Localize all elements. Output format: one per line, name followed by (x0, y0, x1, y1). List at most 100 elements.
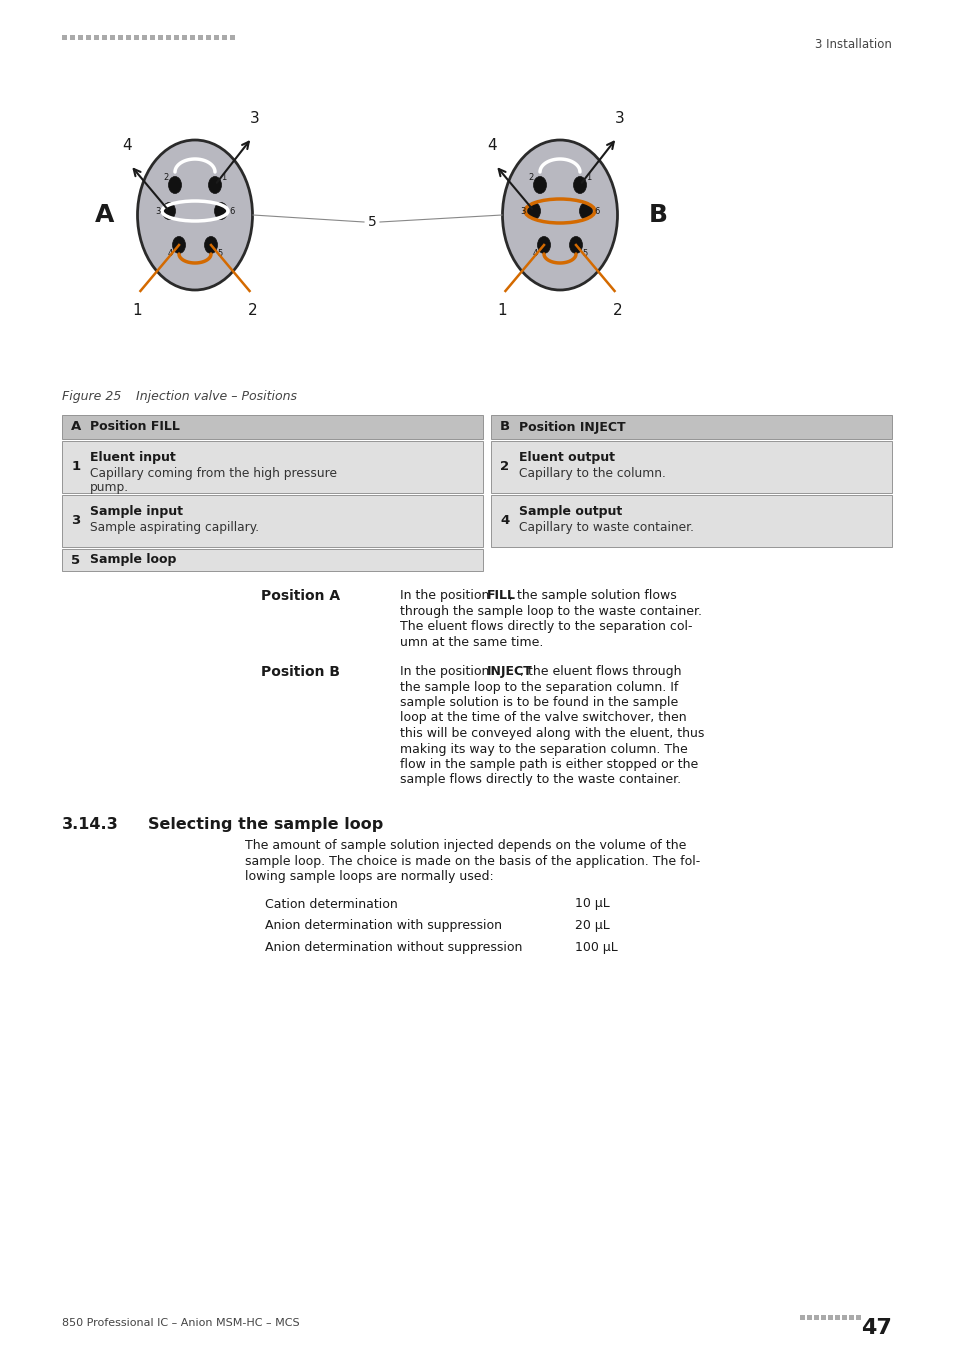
Text: 3 Installation: 3 Installation (814, 38, 891, 51)
Bar (182, 35, 187, 40)
Text: pump.: pump. (90, 481, 129, 494)
Text: 1: 1 (586, 174, 591, 182)
Text: 2: 2 (248, 302, 257, 319)
Text: The amount of sample solution injected depends on the volume of the: The amount of sample solution injected d… (245, 838, 685, 852)
Text: Figure 25: Figure 25 (62, 390, 121, 404)
Text: 5: 5 (367, 215, 376, 230)
Ellipse shape (578, 202, 592, 220)
Bar (133, 35, 139, 40)
Bar (62, 441, 482, 493)
Text: 4: 4 (500, 514, 509, 528)
Bar (110, 35, 115, 40)
Text: 3: 3 (250, 111, 259, 126)
Text: 6: 6 (594, 207, 599, 216)
Bar (198, 35, 203, 40)
Text: lowing sample loops are normally used:: lowing sample loops are normally used: (245, 869, 494, 883)
Text: , the eluent flows through: , the eluent flows through (519, 666, 680, 678)
Bar (813, 1315, 818, 1320)
Ellipse shape (537, 236, 550, 254)
Text: 2: 2 (163, 174, 169, 182)
Text: Injection valve – Positions: Injection valve – Positions (120, 390, 296, 404)
Text: In the position: In the position (399, 666, 493, 678)
Bar (150, 35, 154, 40)
Text: 4: 4 (167, 248, 172, 258)
Ellipse shape (214, 202, 227, 220)
Text: 1: 1 (221, 174, 227, 182)
Text: 1: 1 (132, 302, 142, 319)
Text: Capillary to waste container.: Capillary to waste container. (518, 521, 693, 535)
Ellipse shape (569, 236, 582, 254)
Bar (222, 35, 227, 40)
Text: Eluent input: Eluent input (90, 451, 175, 464)
Bar (841, 1315, 846, 1320)
Bar (62, 35, 67, 40)
Text: 10 μL: 10 μL (575, 898, 609, 910)
Text: Capillary to the column.: Capillary to the column. (518, 467, 665, 481)
Bar (166, 35, 171, 40)
Ellipse shape (527, 202, 540, 220)
Text: Sample output: Sample output (518, 505, 621, 518)
Text: A: A (71, 420, 81, 433)
Bar (821, 1315, 825, 1320)
Text: loop at the time of the valve switchover, then: loop at the time of the valve switchover… (399, 711, 686, 725)
Bar (190, 35, 194, 40)
Bar (142, 35, 147, 40)
Ellipse shape (502, 140, 617, 290)
Bar (491, 414, 891, 439)
Bar (848, 1315, 853, 1320)
Text: Capillary coming from the high pressure: Capillary coming from the high pressure (90, 467, 336, 481)
Text: A: A (95, 202, 114, 227)
Text: 3: 3 (519, 207, 525, 216)
Bar (834, 1315, 840, 1320)
Text: 3: 3 (615, 111, 624, 126)
Bar (102, 35, 107, 40)
Text: Position A: Position A (260, 589, 339, 603)
Text: Sample loop: Sample loop (90, 554, 176, 567)
Text: Position FILL: Position FILL (90, 420, 180, 433)
Bar (491, 441, 891, 493)
Text: flow in the sample path is either stopped or the: flow in the sample path is either stoppe… (399, 757, 698, 771)
Bar (62, 495, 482, 547)
Text: Sample input: Sample input (90, 505, 183, 518)
Text: 5: 5 (71, 554, 80, 567)
Text: In the position: In the position (399, 589, 493, 602)
Text: sample loop. The choice is made on the basis of the application. The fol-: sample loop. The choice is made on the b… (245, 855, 700, 868)
Bar (491, 495, 891, 547)
Text: 3: 3 (71, 514, 81, 528)
Text: Anion determination with suppression: Anion determination with suppression (265, 919, 501, 933)
Text: 5: 5 (217, 248, 222, 258)
Text: 3: 3 (155, 207, 160, 216)
Text: sample flows directly to the waste container.: sample flows directly to the waste conta… (399, 774, 680, 787)
Text: 5: 5 (581, 248, 587, 258)
Text: 4: 4 (532, 248, 537, 258)
Bar (158, 35, 163, 40)
Ellipse shape (172, 236, 185, 254)
Bar (806, 1315, 811, 1320)
Text: 1: 1 (71, 460, 80, 474)
Text: 2: 2 (612, 302, 621, 319)
Bar (70, 35, 75, 40)
Text: B: B (648, 202, 667, 227)
Ellipse shape (209, 177, 221, 193)
Text: INJECT: INJECT (487, 666, 533, 678)
Text: umn at the same time.: umn at the same time. (399, 636, 543, 648)
Bar (213, 35, 219, 40)
Bar (173, 35, 179, 40)
Bar (118, 35, 123, 40)
Bar (86, 35, 91, 40)
Bar (62, 549, 482, 571)
Bar (62, 414, 482, 439)
Bar (827, 1315, 832, 1320)
Text: Sample aspirating capillary.: Sample aspirating capillary. (90, 521, 259, 535)
Text: 4: 4 (487, 138, 497, 153)
Bar (230, 35, 234, 40)
Text: 3.14.3: 3.14.3 (62, 817, 118, 832)
Text: 2: 2 (528, 174, 533, 182)
Text: , the sample solution flows: , the sample solution flows (509, 589, 676, 602)
Bar (126, 35, 131, 40)
Text: B: B (499, 420, 510, 433)
Ellipse shape (169, 177, 181, 193)
Bar (94, 35, 99, 40)
Ellipse shape (533, 177, 546, 193)
Bar (800, 1315, 804, 1320)
